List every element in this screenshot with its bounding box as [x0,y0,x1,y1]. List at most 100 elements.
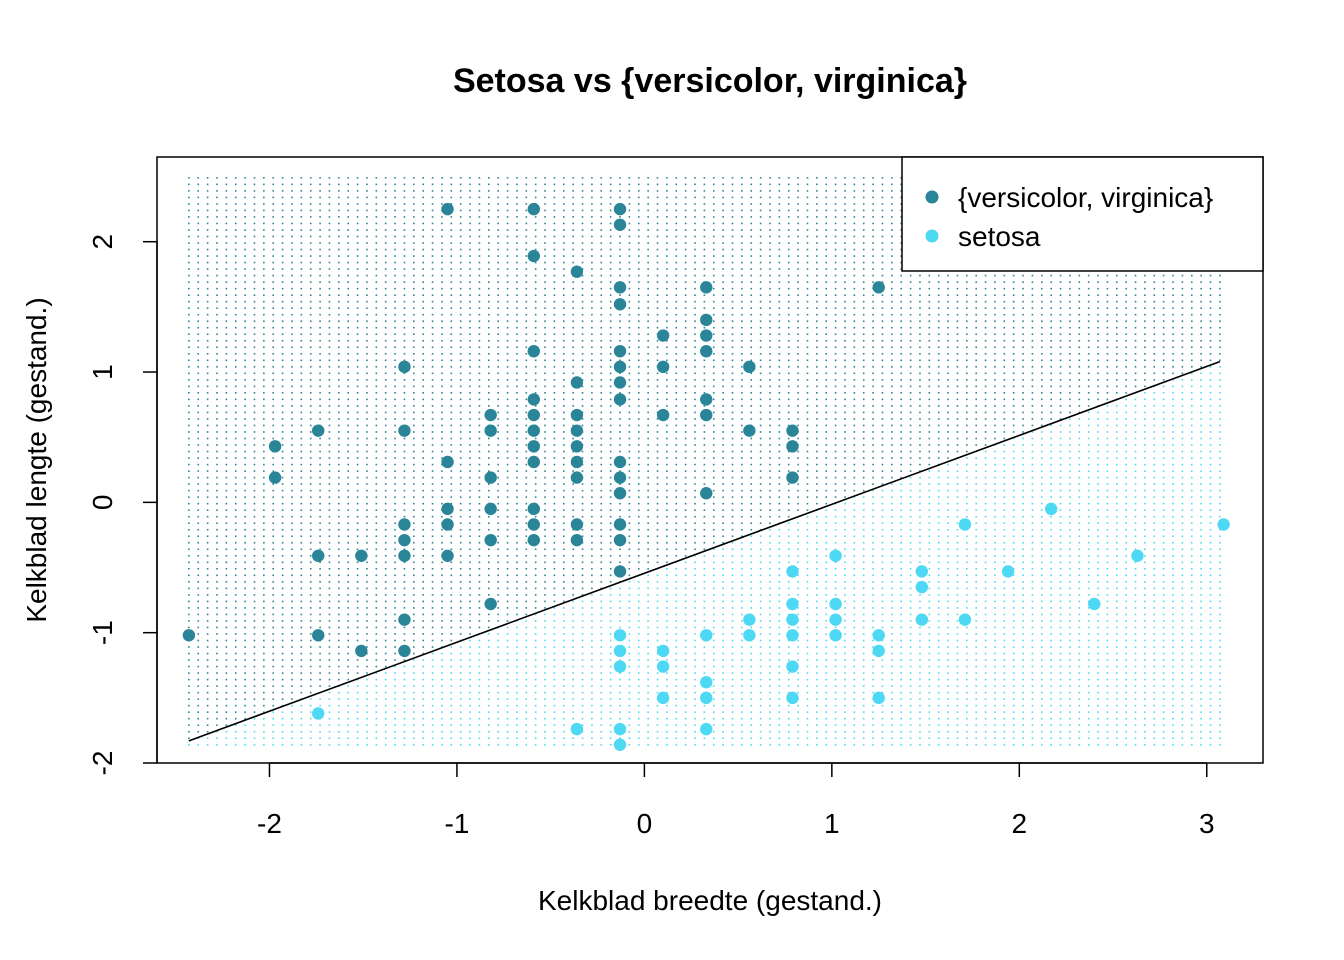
grid-dot [347,418,350,420]
grid-dot [356,594,359,596]
grid-dot [534,743,537,746]
grid-dot [572,613,574,616]
grid-dot [497,659,499,661]
grid-dot [544,294,546,296]
grid-dot [394,568,396,570]
grid-dot [356,326,359,329]
grid-dot [441,581,443,583]
grid-dot [206,541,209,544]
grid-dot [413,326,415,329]
grid-dot [609,379,612,381]
grid-dot [263,548,265,551]
grid-dot [609,659,612,661]
grid-dot [291,672,293,674]
grid-dot [225,665,228,668]
grid-dot [647,216,649,218]
grid-dot [263,678,265,681]
grid-dot [478,424,481,427]
grid-dot [422,502,424,505]
grid-dot [328,405,331,407]
grid-dot [356,541,359,544]
grid-dot [488,326,490,329]
grid-dot [450,229,453,231]
grid-dot [591,437,593,440]
grid-dot [366,333,368,336]
grid-dot [478,496,481,498]
grid-dot [637,704,640,707]
grid-dot [281,424,284,427]
grid-dot [272,541,275,544]
grid-dot [328,496,331,498]
grid-dot [356,626,359,629]
grid-dot [216,711,218,713]
grid-dot [478,320,481,323]
grid-dot [384,626,387,629]
grid-dot [534,379,537,381]
grid-dot [600,300,603,303]
grid-dot [591,626,593,629]
grid-dot [272,665,275,668]
grid-dot [356,248,359,251]
grid-dot [300,678,303,681]
grid-dot [488,183,490,186]
grid-dot [244,554,246,557]
grid-dot [188,502,190,505]
grid-dot [666,300,668,303]
grid-dot [347,379,350,381]
grid-dot [328,528,331,531]
grid-dot [619,620,621,622]
grid-dot [497,274,499,277]
grid-dot [675,698,678,700]
grid-dot [413,737,415,740]
grid-dot [272,457,275,459]
grid-dot [497,307,499,309]
grid-dot [647,300,649,303]
grid-dot [450,737,453,740]
grid-dot [516,326,518,329]
grid-dot [562,300,565,303]
grid-dot [591,568,593,570]
grid-dot [234,665,237,668]
grid-dot [684,541,687,544]
grid-dot [281,685,284,687]
grid-dot [666,515,668,518]
grid-dot [637,320,640,323]
grid-dot [403,216,406,218]
grid-dot [234,300,237,303]
grid-dot [506,587,509,590]
grid-dot [403,470,406,472]
grid-dot [394,398,396,401]
grid-dot [600,620,603,622]
grid-dot [675,313,678,316]
grid-dot [300,313,303,316]
grid-dot [356,261,359,264]
grid-dot [328,352,331,355]
grid-dot [450,704,453,707]
grid-dot [253,255,256,257]
grid-dot [694,548,696,551]
grid-dot [712,509,715,511]
grid-dot [197,411,200,414]
grid-dot [366,366,368,368]
grid-dot [516,255,518,257]
grid-dot [272,678,275,681]
grid-dot [459,476,462,479]
grid-dot [572,366,574,368]
grid-dot [216,470,218,472]
grid-dot [459,339,462,342]
grid-dot [319,672,321,674]
grid-dot [366,541,368,544]
grid-dot [478,235,481,238]
grid-dot [225,652,228,655]
grid-dot [656,268,659,270]
grid-dot [281,274,284,277]
grid-dot [544,235,546,238]
grid-dot [684,711,687,713]
grid-dot [703,177,706,179]
grid-dot [366,424,368,427]
grid-dot [619,190,621,192]
grid-dot [619,698,621,700]
grid-dot [684,522,687,525]
grid-dot [516,392,518,394]
grid-dot [431,398,434,401]
